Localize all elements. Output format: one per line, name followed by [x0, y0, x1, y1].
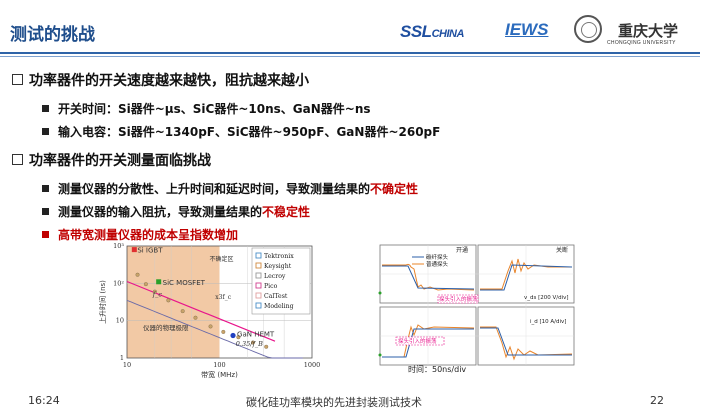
bullet-uncertainty: 测量仪器的分散性、上升时间和延迟时间，导致测量结果的不确定性 [42, 180, 418, 197]
label-physical-limit: 仪器的物理极限 [143, 323, 189, 332]
label-sic-mosfet: SiC MOSFET [163, 279, 206, 287]
data-point [264, 344, 269, 349]
waveform-panel: 探头引入的振荡 探头引入的振荡 开通 关断 碳纤探头 普通探头 v_ds [20… [378, 243, 576, 374]
legend-label: Tektronix [264, 253, 294, 260]
ssl-china-logo: SSLCHINA [400, 22, 464, 41]
legend-label: Modeling [264, 303, 294, 310]
curve-035-fb [126, 280, 276, 342]
footer-title: 碳化硅功率模块的先进封装测试技术 [246, 396, 422, 409]
legend-label: CalTest [264, 293, 288, 300]
legend-symbol [255, 282, 262, 289]
bullet-cost: 高带宽测量仪器的成本呈指数增加 [42, 226, 238, 243]
plot-frame [126, 245, 313, 359]
y-tick-label: 10² [113, 279, 124, 287]
data-point [143, 282, 148, 287]
data-point [135, 272, 140, 277]
square-bullet-icon [42, 128, 49, 135]
x-tick-label: 10 [123, 361, 131, 369]
curve-physical-limit [126, 299, 303, 359]
checkbox-bullet-icon [12, 74, 23, 85]
data-point [221, 329, 226, 334]
header-rule [0, 52, 700, 54]
point-sic-mosfet [156, 279, 162, 285]
data-point [180, 309, 185, 314]
axis-label-id: i_d [10 A/div] [530, 319, 566, 325]
annot-box-top [437, 294, 479, 304]
y-tick-label: 10³ [113, 242, 124, 250]
wave-bottom-right-blue [480, 327, 572, 356]
wave-top-left-blue [382, 265, 475, 290]
annot-top-text: 探头引入的振荡 [439, 295, 478, 303]
uncertain-region [127, 246, 220, 358]
data-point [236, 335, 241, 340]
bullet-switch-time: 开关时间：Si器件~μs、SiC器件~10ns、GaN器件~ns [42, 100, 371, 117]
label-fc: f_c [152, 290, 163, 298]
wave-bottom-left-orange [382, 324, 475, 358]
marker-green-1 [378, 291, 382, 295]
bullet-input-capacitance: 输入电容：Si器件~1340pF、SiC器件~950pF、GaN器件~260pF [42, 123, 440, 140]
annot-bottom-text: 探头引入的振荡 [398, 337, 437, 345]
university-seal-icon [574, 15, 602, 43]
legend-box [251, 247, 311, 315]
iews-logo: IEWS [505, 20, 549, 39]
legend-symbol [255, 272, 262, 279]
cqu-logo: 重庆大学 [618, 22, 679, 40]
point-gan-hemt [230, 332, 236, 339]
axis-label-vds: v_ds [200 V/div] [524, 295, 569, 301]
square-bullet-icon [42, 231, 49, 238]
legend-label: Pico [264, 283, 278, 290]
header-rule-thin [0, 56, 700, 57]
label-gan-hemt: GaN HEMT [237, 331, 275, 339]
cqu-logo-en: CHONGQING UNIVERSITY [607, 40, 676, 46]
annot-box-bottom [395, 336, 445, 346]
label-035-fb: 0.35/f_B [236, 340, 263, 348]
label-turn-on: 开通 [456, 246, 468, 254]
legend-symbol [255, 302, 262, 309]
time-per-div: 时间：50ns/div [408, 365, 467, 374]
legend-label: Lecroy [264, 273, 286, 280]
data-point [166, 298, 171, 303]
label-turn-off: 关断 [556, 246, 568, 254]
slide-title: 测试的挑战 [10, 25, 95, 45]
checkbox-bullet-icon [12, 154, 23, 165]
waveform-plot: 探头引入的振荡 探头引入的振荡 开通 关断 碳纤探头 普通探头 v_ds [20… [378, 244, 575, 366]
data-point [193, 315, 198, 320]
square-bullet-icon [42, 208, 49, 215]
label-3fc: x3f_c [215, 294, 231, 301]
wave-top-left-orange [382, 263, 475, 291]
square-bullet-icon [42, 185, 49, 192]
point-si-igbt [131, 247, 137, 253]
x-tick-label: 1000 [304, 361, 321, 369]
legend-symbol [255, 262, 262, 269]
data-point [208, 324, 213, 329]
legend-label-2: 普通探头 [426, 260, 449, 268]
footer-time: 16:24 [28, 394, 60, 407]
y-axis-label: 上升时间 (ns) [98, 280, 107, 324]
marker-green-2 [378, 353, 382, 357]
y-tick-label: 10 [116, 317, 124, 325]
data-point [250, 340, 255, 345]
data-point [152, 289, 157, 294]
legend-symbol [255, 252, 262, 259]
label-uncertain-zone: 不确定区 [210, 255, 234, 263]
section-heading-2: 功率器件的开关测量面临挑战 [12, 150, 211, 170]
x-axis-label: 带宽 (MHz) [201, 370, 238, 379]
y-tick-label: 1 [120, 354, 124, 362]
label-si-igbt: Si IGBT [137, 247, 163, 255]
section-heading-1: 功率器件的开关速度越来越快，阻抗越来越小 [12, 70, 309, 90]
bullet-instability: 测量仪器的输入阻抗，导致测量结果的不稳定性 [42, 203, 310, 220]
legend-label: Keysight [264, 263, 292, 270]
wave-top-right-blue [480, 264, 573, 291]
legend-label-1: 碳纤探头 [426, 253, 449, 261]
x-tick-label: 100 [213, 361, 225, 369]
square-bullet-icon [42, 105, 49, 112]
page-number: 22 [650, 394, 664, 407]
legend-symbol [255, 292, 262, 299]
wave-bottom-right-orange [480, 326, 573, 361]
